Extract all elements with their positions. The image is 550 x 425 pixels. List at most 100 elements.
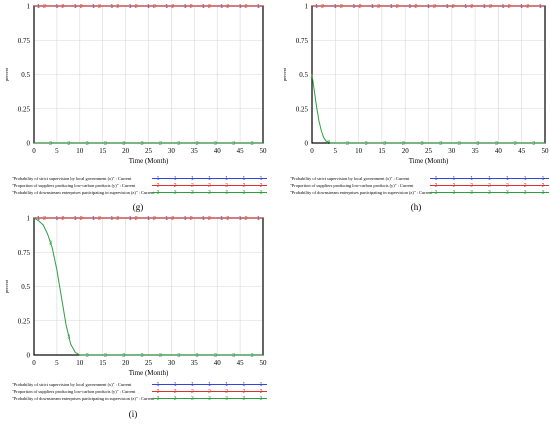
legend-marker-1: 1 <box>208 382 211 388</box>
series-marker-1: 1 <box>371 4 374 10</box>
x-tick-label: 35 <box>191 147 199 155</box>
series-marker-2: 2 <box>470 4 473 10</box>
series-marker-2: 2 <box>98 216 101 222</box>
gridlines <box>311 5 546 144</box>
series-marker-1: 1 <box>539 4 542 10</box>
series-marker-1: 1 <box>202 216 205 222</box>
series-marker-1: 1 <box>257 4 260 10</box>
y-axis-label: percent <box>282 67 287 81</box>
series-marker-1: 1 <box>220 4 223 10</box>
x-tick-label: 5 <box>55 147 59 155</box>
legend-marker-2: 2 <box>225 183 228 189</box>
series-marker-1: 1 <box>239 216 242 222</box>
series-marker-3: 3 <box>232 353 235 359</box>
series-marker-3: 3 <box>365 141 368 147</box>
x-tick-label: 30 <box>448 147 456 155</box>
x-tick-label: 35 <box>472 147 480 155</box>
series-marker-3: 3 <box>49 241 52 247</box>
legend-marker-2: 2 <box>542 183 545 189</box>
series-marker-1: 1 <box>446 4 449 10</box>
series-marker-3: 3 <box>420 141 423 147</box>
legend-marker-3: 3 <box>542 190 545 196</box>
legend-marker-3: 3 <box>157 396 160 402</box>
legend-marker-2: 2 <box>435 183 438 189</box>
chart-panel-g: 0 5 10 15 20 25 30 35 40 45 50 0 0.25 0.5 0.75 1 Time (M… <box>0 0 275 225</box>
series-marker-1: 1 <box>520 4 523 10</box>
legend-entry-3: "Probability of downstream enterprises p… <box>290 190 433 195</box>
series-marker-2: 2 <box>377 4 380 10</box>
legend-marker-3: 3 <box>174 396 177 402</box>
series-marker-1: 1 <box>147 4 150 10</box>
legend-marker-1: 1 <box>174 176 177 182</box>
x-tick-label: 20 <box>122 147 130 155</box>
series-marker-1: 1 <box>165 4 168 10</box>
series-marker-3: 3 <box>49 141 52 147</box>
y-axis-label: percent <box>4 67 9 81</box>
series-marker-1: 1 <box>483 4 486 10</box>
chart-panel-h: 0 5 10 15 20 25 30 35 40 45 50 0 0.25 0.5 0.75 1 Time (M… <box>278 0 550 225</box>
series-marker-2: 2 <box>433 4 436 10</box>
series-marker-2: 2 <box>116 4 119 10</box>
legend-marker-3: 3 <box>470 190 473 196</box>
series-marker-2: 2 <box>245 216 248 222</box>
legend-marker-1: 1 <box>191 176 194 182</box>
y-tick-label: 0 <box>27 140 31 148</box>
legend-marker-3: 3 <box>208 190 211 196</box>
series-marker-3: 3 <box>532 141 535 147</box>
legend-marker-3: 3 <box>225 396 228 402</box>
chart-svg-i: 0 5 10 15 20 25 30 35 40 45 50 0 0.25 0.5 0.75 1 Time (M… <box>4 215 268 419</box>
legend-entry-2: "Proportion of suppliers producing low-c… <box>12 183 136 188</box>
series-marker-2: 2 <box>135 4 138 10</box>
legend-marker-1: 1 <box>157 176 160 182</box>
x-tick-label: 10 <box>355 147 363 155</box>
legend-marker-2: 2 <box>157 389 160 395</box>
gridlines <box>33 5 264 144</box>
x-tick-label: 10 <box>76 147 84 155</box>
series-marker-3: 3 <box>402 141 405 147</box>
series-marker-3: 3 <box>67 141 70 147</box>
series-marker-1: 1 <box>55 216 58 222</box>
series-marker-3: 3 <box>458 141 461 147</box>
series-marker-1: 1 <box>37 4 40 10</box>
series-marker-1: 1 <box>239 4 242 10</box>
x-tick-label: 20 <box>122 359 130 367</box>
legend-marker-2: 2 <box>470 183 473 189</box>
y-tick-label: 0.25 <box>18 317 31 325</box>
x-tick-label: 40 <box>214 359 222 367</box>
series-marker-1: 1 <box>464 4 467 10</box>
series-marker-2: 2 <box>208 4 211 10</box>
series-marker-3: 3 <box>141 141 144 147</box>
series-marker-3: 3 <box>196 353 199 359</box>
x-tick-label: 0 <box>32 359 36 367</box>
series-marker-1: 1 <box>334 4 337 10</box>
series-marker-3: 3 <box>196 141 199 147</box>
series-marker-1: 1 <box>202 4 205 10</box>
x-tick-label: 50 <box>542 147 550 155</box>
series-marker-1: 1 <box>165 216 168 222</box>
x-axis-label: Time (Month) <box>129 157 169 165</box>
legend-marker-1: 1 <box>174 382 177 388</box>
legend-marker-3: 3 <box>435 190 438 196</box>
x-tick-label: 5 <box>334 147 338 155</box>
series-marker-2: 2 <box>226 4 229 10</box>
x-axis-label: Time (Month) <box>409 157 449 165</box>
series-marker-1: 1 <box>408 4 411 10</box>
x-tick-label: 40 <box>495 147 503 155</box>
series-marker-2: 2 <box>190 216 193 222</box>
legend-marker-1: 1 <box>191 382 194 388</box>
legend-entry-1: "Probability of strict supervision by lo… <box>290 176 410 181</box>
legend-entry-1: "Probability of strict supervision by lo… <box>12 176 132 181</box>
x-tick-label: 50 <box>260 359 268 367</box>
series-marker-1: 1 <box>129 216 132 222</box>
x-tick-label: 40 <box>214 147 222 155</box>
legend-marker-2: 2 <box>208 389 211 395</box>
legend-marker-1: 1 <box>435 176 438 182</box>
legend-entry-3: "Probability of downstream enterprises p… <box>12 396 155 401</box>
legend-marker-1: 1 <box>524 176 527 182</box>
y-tick-label: 0 <box>305 140 309 148</box>
series-line-3 <box>311 74 545 144</box>
legend-marker-2: 2 <box>174 183 177 189</box>
series-marker-3: 3 <box>86 141 89 147</box>
legend-marker-2: 2 <box>242 389 245 395</box>
x-tick-label: 10 <box>76 359 84 367</box>
